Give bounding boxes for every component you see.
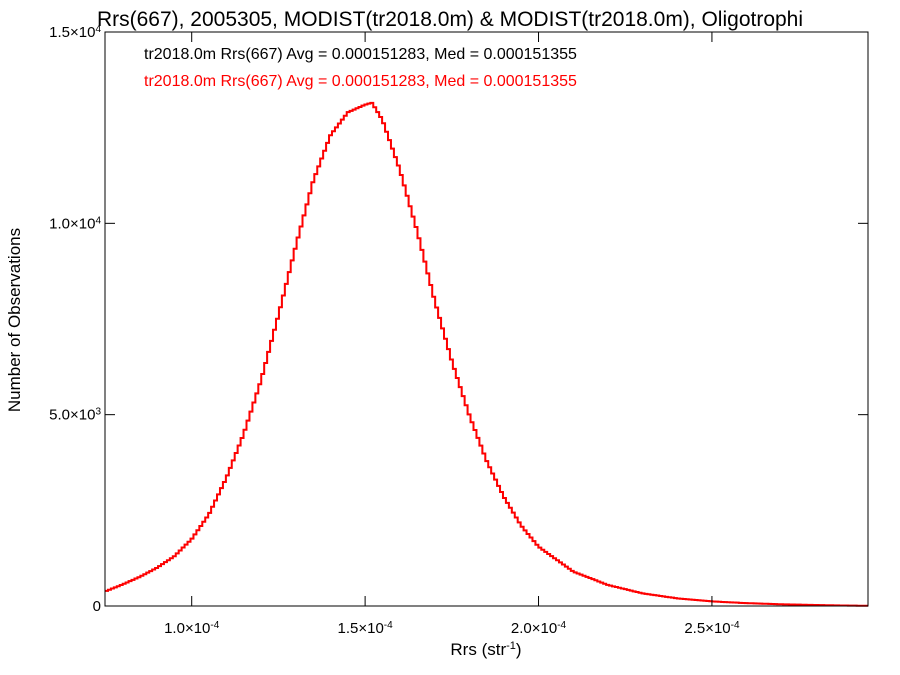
x-tick-label-exponent: -4	[557, 620, 566, 631]
y-tick-label: 5.0×103	[49, 406, 101, 424]
x-axis-label: Rrs (str-1)	[450, 640, 521, 659]
annotation-line: tr2018.0m Rrs(667) Avg = 0.000151283, Me…	[144, 46, 577, 63]
x-tick-label: 1.5×10-4	[338, 620, 394, 638]
y-tick-label-exponent: 3	[95, 406, 101, 417]
y-tick-label-exponent: 4	[95, 24, 101, 35]
x-tick-label-exponent: -4	[731, 620, 740, 631]
y-tick-label: 1.5×104	[49, 24, 101, 42]
x-tick-label-mantissa: 2.0×10	[511, 620, 557, 637]
y-axis-label: Number of Observations	[5, 228, 24, 412]
y-tick-label-exponent: 4	[95, 215, 101, 226]
y-tick-label-mantissa: 1.5×10	[49, 24, 95, 41]
y-tick-label-mantissa: 5.0×10	[49, 407, 95, 424]
x-tick-label-exponent: -4	[384, 620, 393, 631]
x-tick-label-mantissa: 2.5×10	[684, 620, 730, 637]
y-tick-label: 0	[93, 598, 101, 615]
series-group	[105, 101, 868, 607]
chart-title: Rrs(667), 2005305, MODIST(tr2018.0m) & M…	[97, 8, 803, 31]
x-axis-label-superscript: -1	[506, 640, 516, 652]
annotation-line: tr2018.0m Rrs(667) Avg = 0.000151283, Me…	[144, 73, 577, 90]
x-tick-label: 2.0×10-4	[511, 620, 567, 638]
x-axis-label-text: Rrs (str	[450, 640, 506, 659]
plot-frame	[104, 31, 869, 607]
histogram-series-line	[105, 101, 868, 607]
x-tick-label-mantissa: 1.0×10	[164, 620, 210, 637]
y-tick-label: 1.0×104	[49, 215, 101, 233]
x-tick-label: 1.0×10-4	[164, 620, 220, 638]
x-tick-label-mantissa: 1.5×10	[338, 620, 384, 637]
annotation-group: tr2018.0m Rrs(667) Avg = 0.000151283, Me…	[144, 46, 577, 90]
x-tick-label: 2.5×10-4	[684, 620, 740, 638]
histogram-series-line	[105, 102, 868, 607]
x-axis: 1.0×10-4 1.5×10-4 2.0×10-4 2.5×10-4	[164, 32, 740, 637]
y-tick-label-mantissa: 1.0×10	[49, 215, 95, 232]
x-tick-label-exponent: -4	[210, 620, 219, 631]
x-axis-label-suffix: )	[516, 640, 522, 659]
y-tick-label-mantissa: 0	[93, 598, 101, 615]
